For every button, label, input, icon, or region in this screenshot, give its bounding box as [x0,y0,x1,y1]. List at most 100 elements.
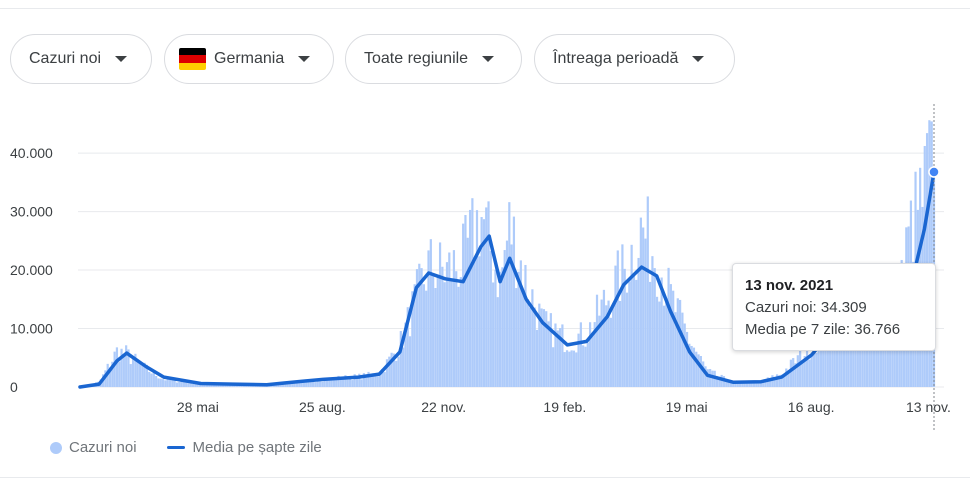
new-cases-bar [415,269,419,387]
new-cases-bar [374,376,377,387]
new-cases-bar [127,349,130,387]
new-cases-bar [609,317,612,387]
new-cases-bar [679,299,682,387]
new-cases-bar [111,361,114,387]
new-cases-bar [863,321,866,387]
new-cases-bar [535,329,539,387]
new-cases-bar [108,367,112,387]
new-cases-bar [928,120,931,387]
tooltip-seven-day-average: Media pe 7 zile: 36.766 [745,321,901,338]
new-cases-bar [660,277,663,387]
y-tick-label: 20.000 [10,262,53,278]
new-cases-bar [720,374,723,387]
new-cases-bar [812,344,816,387]
new-cases-bar [690,345,693,387]
new-cases-bar [390,352,393,387]
new-cases-bar [339,379,342,387]
new-cases-bar [588,322,592,387]
new-cases-bar [464,215,467,387]
new-cases-bar [872,342,876,387]
new-cases-bar [665,302,668,387]
new-cases-bar [129,364,132,387]
flag-stripe-red [179,55,206,63]
new-cases-bar [692,347,696,387]
new-cases-bar [485,207,488,387]
metric-dropdown[interactable]: Cazuri noi [10,34,152,84]
seven-day-average-line [78,170,936,389]
y-tick-label: 40.000 [10,145,53,161]
new-cases-bar [466,237,469,387]
new-cases-bar [545,311,548,387]
new-cases-bar [397,356,400,387]
new-cases-bar [593,322,596,387]
new-cases-bar [427,250,430,387]
new-cases-bar [649,281,652,387]
new-cases-bar [164,380,167,387]
new-cases-bar [625,292,629,387]
new-cases-bar [706,369,709,387]
new-cases-bar [533,307,536,387]
new-cases-bar [159,378,162,387]
new-cases-bar [344,375,347,387]
new-cases-bar [658,301,661,387]
germany-flag-icon [179,48,206,70]
country-dropdown[interactable]: Germania [164,34,334,84]
top-divider [0,8,970,9]
new-cases-bar [358,373,361,387]
new-cases-bar [644,238,647,387]
legend-seven-day-average-label: Media pe șapte zile [192,439,322,456]
new-cases-bar [741,381,744,387]
period-dropdown[interactable]: Întreaga perioadă [534,34,735,84]
new-cases-bar [833,331,836,387]
new-cases-bar [189,381,192,387]
new-cases-bar [175,382,179,387]
chevron-down-icon [482,56,495,62]
new-cases-bar [612,304,615,387]
new-cases-bar [725,380,728,387]
new-cases-bar [745,383,749,387]
new-cases-bar [492,282,495,387]
new-cases-bar [367,371,370,387]
new-cases-bar [185,382,188,387]
new-cases-bar [748,381,751,387]
new-cases-bar [362,373,365,387]
new-cases-bar [275,384,278,387]
new-cases-bar [118,361,121,387]
new-cases-bar [568,351,571,387]
new-cases-bar [372,373,375,387]
new-cases-bar [312,381,315,387]
region-dropdown[interactable]: Toate regiunile [345,34,522,84]
new-cases-bar [346,379,349,387]
new-cases-bar [672,290,675,387]
new-cases-bar [288,383,292,387]
new-cases-bar [815,352,818,387]
new-cases-bar [893,318,896,387]
cases-chart[interactable]: 0 10.000 20.000 30.000 40.000 28 mai 25 aug. 22… [0,90,970,430]
new-cases-bar [408,336,412,387]
new-cases-bar [565,350,569,387]
new-cases-bar [563,352,566,387]
new-cases-bar [526,299,529,387]
new-cases-bar [718,376,721,387]
new-cases-bar [191,384,195,387]
new-cases-bar [399,331,402,387]
new-cases-bar [462,223,465,387]
new-cases-bar [503,250,506,387]
new-cases-bar [842,321,846,387]
new-cases-bar [205,384,209,387]
x-tick-label: 25 aug. [299,399,346,415]
new-cases-bar [171,379,174,387]
new-cases-bar [468,209,472,387]
new-cases-bar [284,383,287,387]
new-cases-bar [113,351,116,387]
new-cases-bar [505,240,509,387]
new-cases-bar [732,381,735,387]
new-cases-bar [822,340,825,387]
new-cases-bar [711,370,714,387]
new-cases-bar [388,356,391,387]
new-cases-bar [875,318,878,387]
new-cases-bar [579,322,582,387]
new-cases-bar [353,374,356,387]
new-cases-bar [547,321,550,387]
new-cases-bar [582,345,585,387]
